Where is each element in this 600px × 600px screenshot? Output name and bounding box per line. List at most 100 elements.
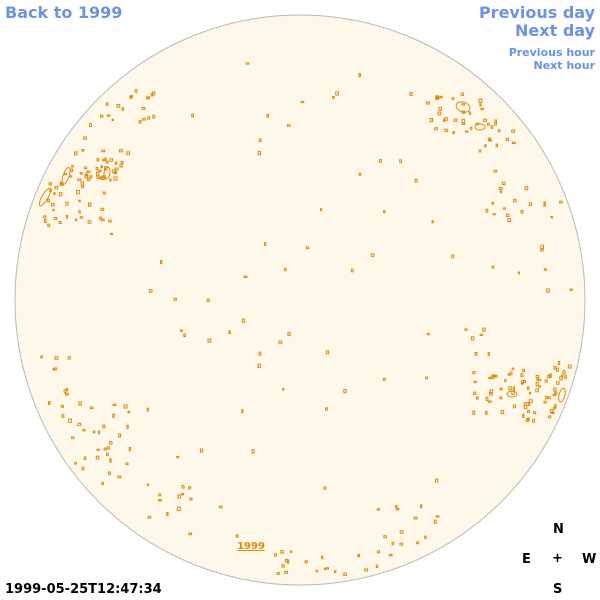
feature-contour	[78, 210, 81, 214]
feature-contour	[562, 370, 566, 375]
feature-contour	[82, 428, 86, 432]
feature-contour	[543, 400, 547, 404]
feature-contour	[106, 452, 109, 457]
feature-contour	[141, 106, 146, 110]
feature-contour	[465, 130, 469, 133]
feature-contour	[80, 181, 84, 186]
feature-contour	[74, 151, 78, 156]
feature-contour	[559, 376, 563, 381]
feature-contour	[488, 376, 491, 380]
previous-day-link[interactable]: Previous day	[478, 3, 595, 22]
feature-contour	[464, 328, 468, 331]
feature-contour	[364, 568, 369, 572]
feature-contour	[101, 149, 106, 153]
feature-contour	[50, 202, 55, 207]
feature-contour	[38, 187, 52, 207]
feature-contour	[324, 567, 327, 571]
feature-contour	[176, 506, 181, 512]
feature-contour	[325, 350, 330, 355]
feature-contour	[535, 388, 539, 393]
feature-contour	[559, 200, 563, 204]
back-to-year-link[interactable]: Back to 1999	[5, 3, 123, 22]
feature-contour	[74, 461, 77, 465]
feature-contour	[134, 89, 138, 93]
feature-contour	[53, 217, 58, 220]
feature-contour	[357, 554, 360, 558]
feature-contour	[343, 389, 347, 394]
feature-contour	[83, 166, 88, 169]
feature-contour	[557, 360, 561, 366]
feature-contour	[77, 178, 82, 182]
compass-south-label: S	[553, 582, 563, 597]
feature-contour	[109, 458, 112, 463]
feature-contour	[376, 550, 381, 554]
feature-contour	[128, 447, 131, 452]
feature-contour	[158, 493, 162, 497]
feature-contour	[287, 124, 291, 127]
feature-contour	[433, 519, 437, 524]
year-1999-link-label[interactable]: 1999	[237, 541, 265, 552]
feature-contour	[111, 118, 114, 121]
feature-contour	[300, 100, 305, 104]
next-hour-link[interactable]: Next hour	[533, 59, 596, 72]
feature-contour	[274, 553, 278, 557]
feature-contour	[119, 163, 123, 168]
feature-contour	[228, 330, 231, 334]
feature-contour	[399, 542, 404, 546]
feature-contour	[533, 411, 537, 415]
feature-contour	[438, 107, 442, 111]
feature-contour	[101, 481, 104, 486]
feature-contour	[478, 149, 482, 153]
next-day-link[interactable]: Next day	[515, 21, 595, 40]
feature-contour	[543, 268, 547, 271]
feature-contour	[60, 404, 64, 408]
feature-contour	[147, 116, 151, 120]
feature-contour	[63, 389, 67, 393]
feature-contour	[96, 171, 100, 176]
feature-contour	[511, 129, 516, 133]
feature-contour	[479, 103, 482, 107]
feature-contour	[551, 411, 555, 414]
feature-contour	[257, 363, 261, 368]
feature-contour	[426, 332, 430, 336]
feature-contour	[173, 297, 177, 301]
feature-contour	[499, 387, 503, 391]
feature-contour	[264, 242, 267, 246]
feature-contour	[118, 433, 121, 438]
feature-contour	[81, 149, 85, 152]
year-1999-link[interactable]: 1999	[237, 541, 265, 552]
feature-contour	[96, 175, 100, 180]
feature-contour	[148, 289, 153, 293]
feature-contour	[110, 232, 114, 236]
feature-contour	[71, 436, 75, 440]
feature-contour	[106, 114, 111, 117]
previous-hour-link[interactable]: Previous hour	[508, 46, 595, 59]
feature-contour	[547, 396, 551, 400]
feature-contour	[480, 107, 484, 111]
feature-contour	[472, 410, 476, 415]
feature-contour	[67, 356, 71, 360]
feature-contour	[495, 143, 499, 148]
feature-contour	[320, 208, 323, 212]
feature-contour	[553, 365, 557, 370]
feature-contour	[569, 288, 573, 291]
feature-contour	[176, 456, 180, 459]
feature-contour	[108, 471, 111, 476]
feature-contour	[538, 385, 542, 388]
feature-contour	[58, 221, 62, 225]
feature-contour	[61, 166, 71, 186]
feature-contour	[503, 207, 506, 210]
feature-contour	[523, 405, 528, 410]
feature-contour	[146, 483, 150, 486]
feature-contour	[548, 373, 552, 378]
feature-contour	[553, 387, 557, 392]
feature-contour	[358, 172, 362, 176]
feature-contour	[479, 333, 484, 336]
feature-contour	[522, 413, 525, 419]
feature-contour	[439, 95, 443, 99]
feature-contour	[469, 126, 473, 130]
feature-contour	[285, 558, 289, 563]
feature-contour	[383, 210, 386, 214]
feature-contour	[416, 541, 420, 545]
